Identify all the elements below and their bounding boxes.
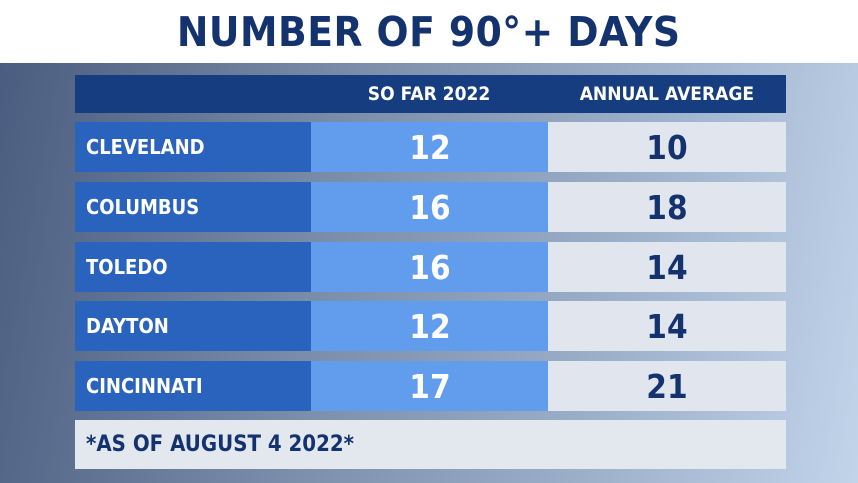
city-label: COLUMBUS <box>75 182 311 232</box>
average-value: 10 <box>548 122 786 172</box>
footnote: *AS OF AUGUST 4 2022* <box>75 420 786 469</box>
header-annual-average: ANNUAL AVERAGE <box>579 83 755 105</box>
city-label: TOLEDO <box>75 242 311 292</box>
average-value: 18 <box>548 182 786 232</box>
average-value: 14 <box>548 242 786 292</box>
table-row: TOLEDO 16 14 <box>75 242 786 292</box>
city-label: DAYTON <box>75 301 311 351</box>
average-value: 14 <box>548 301 786 351</box>
table-row: CINCINNATI 17 21 <box>75 361 786 411</box>
header-so-far-2022: SO FAR 2022 <box>368 83 491 105</box>
so-far-value: 12 <box>311 122 548 172</box>
so-far-value: 17 <box>311 361 548 411</box>
so-far-value: 16 <box>311 242 548 292</box>
table-header: SO FAR 2022 ANNUAL AVERAGE <box>75 75 786 113</box>
so-far-value: 12 <box>311 301 548 351</box>
so-far-value: 16 <box>311 182 548 232</box>
title-band: NUMBER OF 90°+ DAYS <box>0 0 858 63</box>
table-row: DAYTON 12 14 <box>75 301 786 351</box>
page-title: NUMBER OF 90°+ DAYS <box>177 7 681 56</box>
city-label: CLEVELAND <box>75 122 311 172</box>
city-label: CINCINNATI <box>75 361 311 411</box>
average-value: 21 <box>548 361 786 411</box>
table-row: CLEVELAND 12 10 <box>75 122 786 172</box>
table-row: COLUMBUS 16 18 <box>75 182 786 232</box>
